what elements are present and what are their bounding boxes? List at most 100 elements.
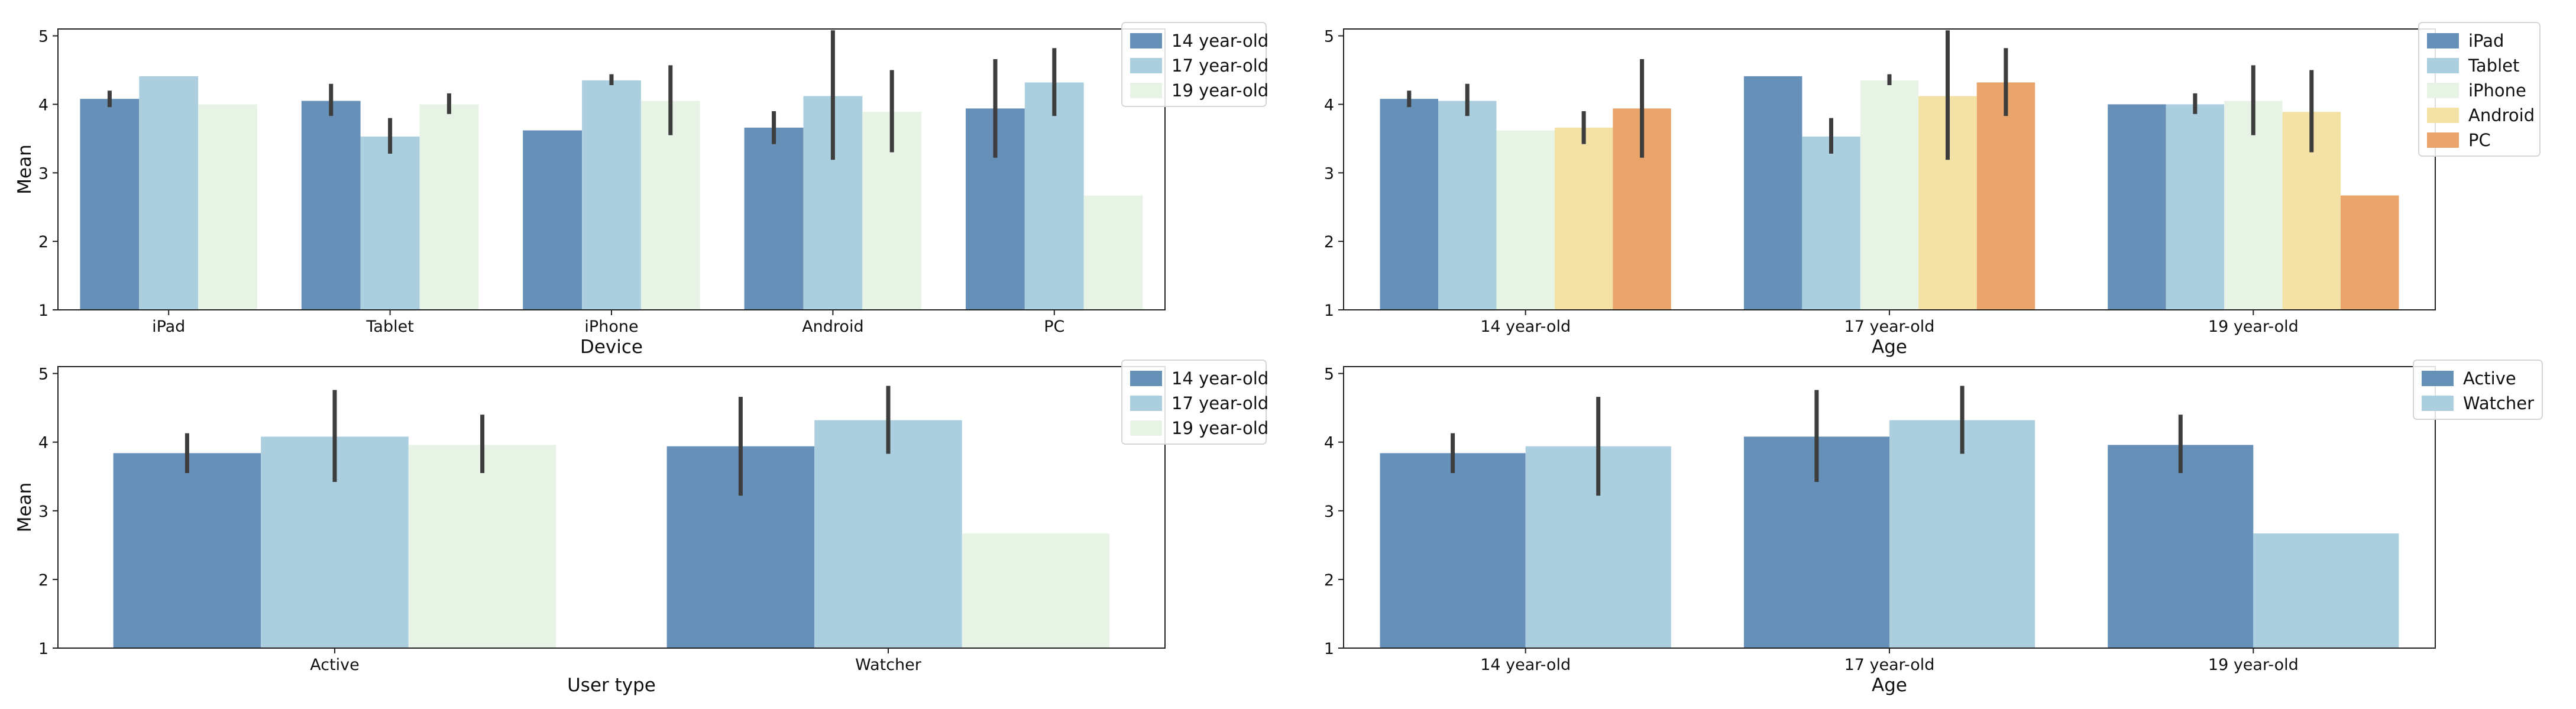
legend-swatch: [1130, 83, 1162, 98]
y-tick-label: 4: [38, 96, 48, 114]
legend-swatch: [2427, 33, 2459, 48]
bar-android-14-year-old: [744, 127, 804, 310]
y-tick-label: 2: [1324, 233, 1334, 251]
bar-active-14-year-old: [113, 453, 261, 648]
legend-swatch: [2427, 83, 2459, 98]
bar-iphone-14-year-old: [523, 130, 582, 310]
x-tick-label: 14 year-old: [1480, 318, 1571, 336]
legend-swatch: [2422, 396, 2454, 411]
y-tick-label: 5: [38, 28, 48, 46]
x-tick-label: PC: [1044, 318, 1064, 336]
legend: Active Watcher: [2413, 360, 2543, 420]
bar-watcher-17-year-old: [814, 420, 962, 648]
x-axis-label: User type: [567, 675, 656, 696]
legend-entry-label: Tablet: [2468, 56, 2519, 76]
x-tick-label: 19 year-old: [2208, 656, 2299, 674]
bar-pc-19-year-old: [1083, 195, 1143, 310]
bar-19-year-old-active: [2108, 445, 2254, 648]
bar-14-year-old-tablet: [1438, 101, 1497, 310]
legend-swatch: [2427, 108, 2459, 123]
bar-tablet-17-year-old: [360, 136, 420, 310]
subplot-1: 1 2 3 4 5 iPad Tablet iPhone Android PC Device Mean…: [14, 22, 1268, 358]
bar-14-year-old-android: [1554, 127, 1613, 310]
x-tick-label: Active: [310, 656, 360, 674]
x-tick-label: iPad: [152, 318, 185, 336]
bar-14-year-old-iphone: [1496, 130, 1555, 310]
y-tick-label: 3: [1324, 164, 1334, 183]
bar-19-year-old-ipad: [2108, 104, 2166, 310]
bar-pc-17-year-old: [1024, 82, 1084, 310]
legend: iPad Tablet iPhone Android PC: [2418, 22, 2541, 157]
legend-swatch: [2422, 371, 2454, 386]
legend-entry-label: Active: [2463, 368, 2516, 389]
bar-19-year-old-pc: [2341, 195, 2399, 310]
y-tick-label: 1: [1324, 640, 1334, 658]
bar-19-year-old-tablet: [2166, 104, 2225, 310]
y-tick-label: 4: [1324, 434, 1334, 452]
legend-entry-label: 19 year-old: [1172, 418, 1268, 438]
bar-19-year-old-watcher: [2253, 533, 2399, 648]
legend-entry-label: 17 year-old: [1172, 56, 1268, 76]
legend-swatch: [1130, 420, 1162, 436]
legend-entry-label: 19 year-old: [1172, 80, 1268, 101]
legend-swatch: [1130, 371, 1162, 386]
legend-entry-label: 14 year-old: [1172, 368, 1268, 389]
x-tick-label: 17 year-old: [1844, 656, 1935, 674]
y-axis-label: Mean: [14, 483, 35, 532]
bar-watcher-19-year-old: [962, 533, 1110, 648]
y-tick-label: 2: [1324, 571, 1334, 590]
bar-iphone-19-year-old: [640, 101, 700, 310]
bar-14-year-old-active: [1380, 453, 1526, 648]
legend-entry-label: iPhone: [2468, 80, 2526, 101]
x-axis-label: Device: [580, 336, 643, 358]
y-tick-label: 3: [38, 503, 48, 521]
legend: 14 year-old 17 year-old 19 year-old: [1121, 22, 1268, 107]
legend-entry-label: Android: [2468, 105, 2535, 125]
bar-14-year-old-ipad: [1380, 99, 1438, 310]
y-tick-label: 5: [1324, 28, 1334, 46]
x-axis-label: Age: [1872, 336, 1907, 358]
legend-swatch: [2427, 132, 2459, 148]
y-axis-label: Mean: [14, 144, 35, 194]
bar-tablet-19-year-old: [419, 104, 479, 310]
legend-swatch: [2427, 58, 2459, 73]
x-tick-label: 17 year-old: [1844, 318, 1935, 336]
y-tick-label: 5: [1324, 365, 1334, 384]
x-tick-label: iPhone: [584, 318, 638, 336]
y-tick-label: 4: [38, 434, 48, 452]
y-tick-label: 5: [38, 365, 48, 384]
subplot-3: 1 2 3 4 5 Active Watcher User type Mean 14 year-o…: [14, 360, 1268, 696]
bar-tablet-14-year-old: [301, 101, 361, 310]
y-tick-label: 3: [1324, 503, 1334, 521]
legend-swatch: [1130, 396, 1162, 411]
x-tick-label: 14 year-old: [1480, 656, 1571, 674]
bar-19-year-old-iphone: [2224, 101, 2283, 310]
legend-swatch: [1130, 33, 1162, 48]
legend-swatch: [1130, 58, 1162, 73]
bar-17-year-old-tablet: [1802, 136, 1860, 310]
bar-ipad-14-year-old: [80, 99, 140, 310]
y-tick-label: 1: [38, 302, 48, 320]
legend-entry-label: PC: [2468, 130, 2491, 150]
y-tick-label: 3: [38, 164, 48, 183]
axes-frame: [57, 366, 1166, 649]
legend-entry-label: 17 year-old: [1172, 393, 1268, 413]
legend-entry-label: 14 year-old: [1172, 31, 1268, 51]
bar-active-19-year-old: [408, 445, 556, 648]
legend: 14 year-old 17 year-old 19 year-old: [1121, 360, 1268, 445]
x-tick-label: Tablet: [365, 318, 413, 336]
x-tick-label: Android: [802, 318, 863, 336]
y-tick-label: 2: [38, 571, 48, 590]
y-tick-label: 4: [1324, 96, 1334, 114]
legend-entry-label: Watcher: [2463, 393, 2534, 413]
x-tick-label: Watcher: [855, 656, 922, 674]
bar-17-year-old-pc: [1976, 82, 2035, 310]
bar-ipad-17-year-old: [139, 76, 199, 310]
bar-17-year-old-iphone: [1860, 80, 1919, 310]
subplot-4: 1 2 3 4 5 14 year-old 17 year-old 19 year-old Ag…: [1324, 360, 2543, 696]
bar-iphone-17-year-old: [582, 80, 641, 310]
y-tick-label: 1: [38, 640, 48, 658]
y-tick-label: 2: [38, 233, 48, 251]
